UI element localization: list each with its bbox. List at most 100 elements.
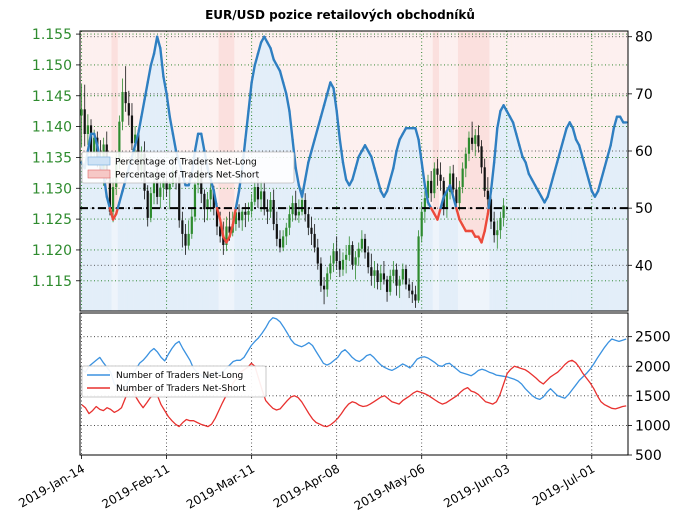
long-share-band <box>237 191 241 311</box>
short-share-band <box>568 31 572 123</box>
candle-body <box>404 269 408 285</box>
candle-body <box>341 259 345 270</box>
candle-body <box>228 226 231 233</box>
short-share-band <box>322 31 326 106</box>
percentage-line-segment <box>193 132 200 153</box>
short-share-band <box>86 31 90 151</box>
percentage-line-segment <box>108 206 115 221</box>
count-tick-label: 1000 <box>635 418 671 434</box>
percentage-line-segment <box>285 92 291 113</box>
long-share-band <box>498 111 503 311</box>
candle-body <box>486 190 489 200</box>
top-panel-frame <box>79 30 629 312</box>
short-share-band <box>527 31 531 174</box>
short-share-band <box>338 31 342 140</box>
candle-body <box>474 135 477 144</box>
candle-body <box>345 254 348 260</box>
long-share-band <box>568 122 572 311</box>
date-tick-label: 2019-Apr-08 <box>271 461 342 510</box>
short-share-band <box>461 31 465 226</box>
long-share-band <box>224 242 229 311</box>
candle-body <box>206 199 209 210</box>
long-share-band <box>621 122 626 311</box>
short-share-band <box>149 31 153 66</box>
date-tick-label: 2019-May-06 <box>352 461 427 513</box>
short-share-band <box>309 31 314 151</box>
long-share-band <box>80 162 84 311</box>
long-share-band <box>508 116 512 311</box>
long-share-band <box>467 231 471 311</box>
long-share-band <box>605 156 610 311</box>
percentage-line-segment <box>571 126 578 141</box>
percentage-line-segment <box>439 195 445 210</box>
long-share-band <box>609 145 613 311</box>
short-share-band <box>224 31 229 243</box>
short-share-band <box>180 31 185 174</box>
long-share-band <box>202 151 207 311</box>
short-share-band <box>432 31 437 214</box>
short-share-band <box>275 31 279 66</box>
long-share-band <box>511 122 515 311</box>
percentage-line-segment <box>606 144 612 158</box>
candle-body <box>385 279 389 292</box>
legend-swatch-net-short <box>87 169 111 179</box>
short-share-band <box>268 31 273 49</box>
short-share-band <box>190 31 194 174</box>
candle-body <box>436 168 439 175</box>
long-share-band <box>479 242 484 311</box>
short-share-band <box>505 31 509 111</box>
trader-count-lines <box>81 317 627 428</box>
candle-body <box>297 211 300 216</box>
percentage-line-segment <box>162 75 168 96</box>
short-share-band <box>624 31 628 123</box>
long-share-band <box>561 139 566 311</box>
short-share-band <box>95 31 100 146</box>
percentage-line-segment <box>354 155 360 170</box>
long-share-band <box>410 128 415 311</box>
bottom-panel: 500 1000 1500 2000 2500 2019-Jan-14 2019-Feb-… <box>16 312 671 513</box>
long-share-band <box>316 128 320 311</box>
percentage-line-segment <box>140 98 146 118</box>
short-share-band <box>454 31 459 209</box>
long-share-band <box>527 173 531 311</box>
date-tick-label: 2019-Jan-14 <box>16 461 87 510</box>
percentage-line-segment <box>165 92 171 118</box>
percentage-line-segment <box>234 189 241 210</box>
short-share-band <box>297 31 301 186</box>
percentage-line-segment <box>562 126 568 141</box>
long-share-band <box>228 236 232 311</box>
short-share-band <box>102 31 106 174</box>
short-share-band <box>331 31 336 89</box>
long-share-band <box>461 225 465 311</box>
price-tick-label: 1.130 <box>32 181 72 197</box>
long-share-band <box>382 196 386 311</box>
short-share-band <box>306 31 311 163</box>
long-share-band <box>552 173 556 311</box>
candle-body <box>483 167 486 191</box>
short-share-band <box>587 31 591 180</box>
percentage-line-segment <box>546 184 553 198</box>
candle-body <box>316 247 319 264</box>
short-share-band <box>533 31 537 186</box>
short-share-band <box>319 31 323 117</box>
short-share-band <box>202 31 207 151</box>
count-net-short-line <box>81 359 627 428</box>
percentage-line-segment <box>609 126 616 147</box>
short-share-band <box>218 31 223 220</box>
long-share-band <box>426 202 430 311</box>
short-share-band <box>558 31 563 151</box>
percentage-line-segment <box>587 178 593 193</box>
short-share-band <box>183 31 188 186</box>
percentage-line-segment <box>319 104 326 118</box>
long-share-band <box>555 162 560 311</box>
percentage-line-segment <box>294 166 301 187</box>
short-share-band <box>205 31 210 169</box>
percentage-line-segment <box>389 166 395 181</box>
percentage-line-segment <box>489 161 496 193</box>
short-share-band <box>130 31 134 157</box>
long-share-band <box>398 139 402 311</box>
long-share-band <box>542 202 547 311</box>
short-share-band <box>394 31 399 151</box>
candle-body <box>193 184 197 217</box>
candle-body <box>272 199 275 225</box>
